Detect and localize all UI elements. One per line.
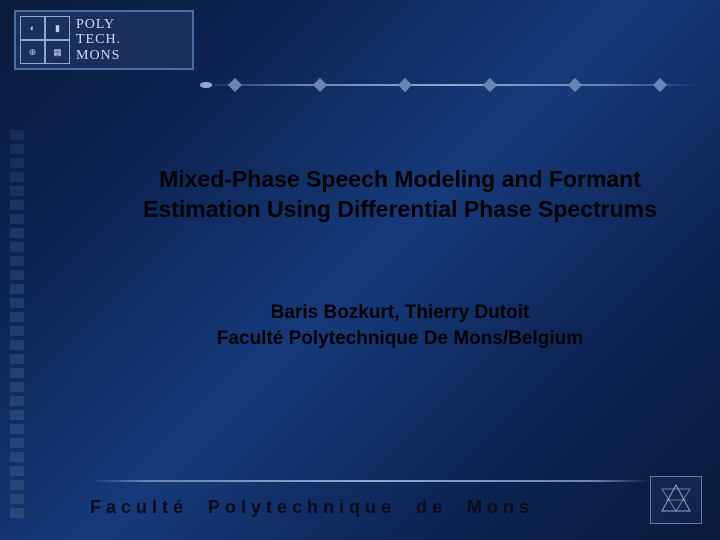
- decoration-square: [10, 298, 24, 308]
- footer-institution: Faculté Polytechnique de Mons: [90, 497, 534, 518]
- decoration-square: [10, 340, 24, 350]
- logo-line3: MONS: [76, 48, 121, 63]
- left-decoration-squares: [10, 130, 30, 518]
- decoration-square: [10, 508, 24, 518]
- divider-diamond: [313, 78, 327, 92]
- authors-block: Baris Bozkurt, Thierry Dutoit Faculté Po…: [120, 300, 680, 351]
- decoration-square: [10, 214, 24, 224]
- decoration-square: [10, 270, 24, 280]
- presentation-title: Mixed-Phase Speech Modeling and Formant …: [120, 165, 680, 225]
- authors-names: Baris Bozkurt, Thierry Dutoit: [120, 300, 680, 326]
- footer-logo-icon: [650, 476, 702, 524]
- decoration-square: [10, 144, 24, 154]
- decoration-square: [10, 480, 24, 490]
- decoration-square: [10, 326, 24, 336]
- decoration-square: [10, 312, 24, 322]
- decoration-square: [10, 200, 24, 210]
- decoration-square: [10, 396, 24, 406]
- decoration-square: [10, 172, 24, 182]
- logo-line1: POLY: [76, 17, 121, 32]
- decoration-square: [10, 354, 24, 364]
- top-divider: [200, 84, 700, 86]
- decoration-square: [10, 256, 24, 266]
- decoration-square: [10, 130, 24, 140]
- logo-text: POLY TECH. MONS: [76, 17, 121, 63]
- authors-affiliation: Faculté Polytechnique De Mons/Belgium: [120, 326, 680, 352]
- bottom-divider: [90, 480, 650, 482]
- decoration-square: [10, 228, 24, 238]
- divider-diamond: [653, 78, 667, 92]
- decoration-square: [10, 368, 24, 378]
- decoration-square: [10, 186, 24, 196]
- decoration-square: [10, 494, 24, 504]
- divider-diamond: [228, 78, 242, 92]
- logo-line2: TECH.: [76, 32, 121, 47]
- decoration-square: [10, 382, 24, 392]
- decoration-square: [10, 424, 24, 434]
- decoration-square: [10, 438, 24, 448]
- decoration-square: [10, 158, 24, 168]
- decoration-square: [10, 466, 24, 476]
- divider-diamond: [568, 78, 582, 92]
- decoration-square: [10, 284, 24, 294]
- university-logo: ◐ ▮ ⊕ ▦ POLY TECH. MONS: [14, 10, 194, 70]
- logo-grid-icon: ◐ ▮ ⊕ ▦: [20, 16, 70, 64]
- decoration-square: [10, 410, 24, 420]
- decoration-square: [10, 452, 24, 462]
- divider-diamond: [483, 78, 497, 92]
- decoration-square: [10, 242, 24, 252]
- divider-diamond: [398, 78, 412, 92]
